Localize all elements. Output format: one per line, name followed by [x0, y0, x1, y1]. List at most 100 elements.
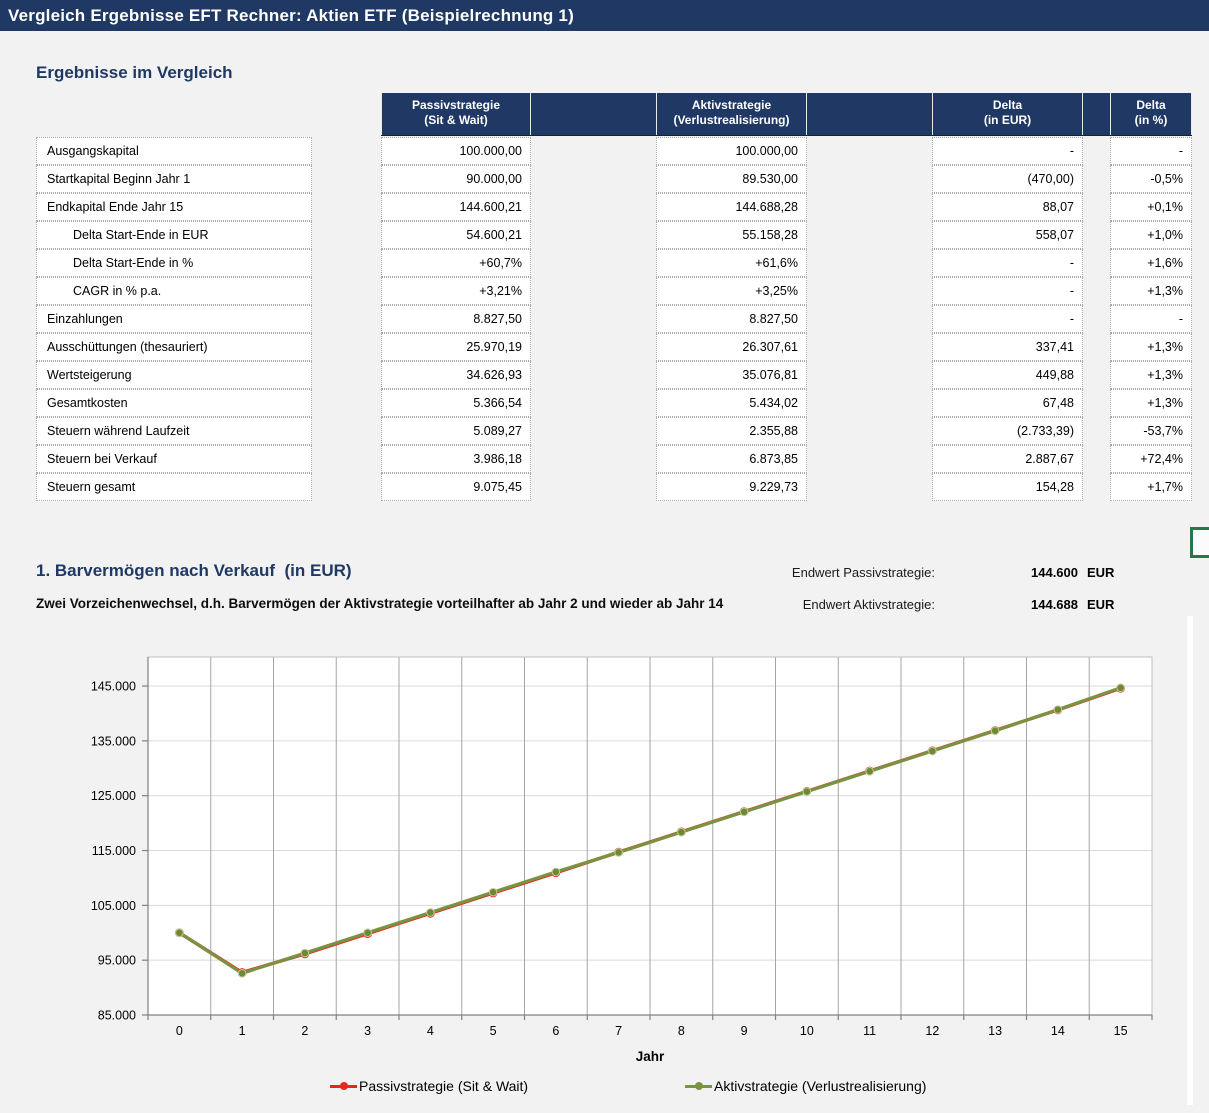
- svg-text:15: 15: [1114, 1024, 1128, 1038]
- cell-passiv[interactable]: 100.000,00: [381, 137, 531, 165]
- cell-passiv[interactable]: 5.366,54: [381, 389, 531, 417]
- cell-delta_pct[interactable]: +1,3%: [1110, 361, 1192, 389]
- cell-aktiv[interactable]: 144.688,28: [656, 193, 807, 221]
- svg-text:85.000: 85.000: [98, 1009, 136, 1023]
- cell-aktiv[interactable]: 55.158,28: [656, 221, 807, 249]
- cell-passiv[interactable]: +3,21%: [381, 277, 531, 305]
- column-header-0[interactable]: Passivstrategie(Sit & Wait): [381, 93, 531, 135]
- cell-delta_pct[interactable]: +1,3%: [1110, 277, 1192, 305]
- svg-text:10: 10: [800, 1024, 814, 1038]
- row-label-cell[interactable]: Ausschüttungen (thesauriert): [36, 333, 312, 361]
- cell-delta_pct[interactable]: -0,5%: [1110, 165, 1192, 193]
- cell-delta_pct[interactable]: +1,0%: [1110, 221, 1192, 249]
- cell-aktiv[interactable]: 2.355,88: [656, 417, 807, 445]
- cell-aktiv[interactable]: +61,6%: [656, 249, 807, 277]
- row-label-cell[interactable]: Gesamtkosten: [36, 389, 312, 417]
- legend-swatch-aktiv-icon: [685, 1085, 712, 1088]
- row-label-cell[interactable]: Steuern während Laufzeit: [36, 417, 312, 445]
- cell-delta_eur[interactable]: -: [932, 249, 1083, 277]
- cell-passiv[interactable]: 8.827,50: [381, 305, 531, 333]
- svg-text:11: 11: [863, 1024, 876, 1038]
- row-label-cell[interactable]: Delta Start-Ende in EUR: [36, 221, 312, 249]
- cell-delta_eur[interactable]: -: [932, 137, 1083, 165]
- section2-subtitle: Zwei Vorzeichenwechsel, d.h. Barvermögen…: [36, 596, 723, 611]
- legend-label-aktiv: Aktivstrategie (Verlustrealisierung): [714, 1078, 926, 1094]
- cell-aktiv[interactable]: 5.434,02: [656, 389, 807, 417]
- svg-text:125.000: 125.000: [91, 789, 136, 803]
- column-header-1[interactable]: Aktivstrategie(Verlustrealisierung): [656, 93, 807, 135]
- row-label-cell[interactable]: Einzahlungen: [36, 305, 312, 333]
- endwert-aktiv-value: 144.688: [1000, 597, 1078, 612]
- cell-delta_pct[interactable]: +1,3%: [1110, 389, 1192, 417]
- section2-heading: 1. Barvermögen nach Verkauf (in EUR): [36, 561, 352, 581]
- cell-delta_eur[interactable]: -: [932, 305, 1083, 333]
- cell-delta_pct[interactable]: +0,1%: [1110, 193, 1192, 221]
- cell-aktiv[interactable]: 89.530,00: [656, 165, 807, 193]
- cell-aktiv[interactable]: 26.307,61: [656, 333, 807, 361]
- cell-passiv[interactable]: 9.075,45: [381, 473, 531, 501]
- endwert-passiv-value: 144.600: [1000, 565, 1078, 580]
- svg-text:1: 1: [239, 1024, 246, 1038]
- svg-text:145.000: 145.000: [91, 680, 136, 694]
- cell-delta_eur[interactable]: 2.887,67: [932, 445, 1083, 473]
- row-label-cell[interactable]: Delta Start-Ende in %: [36, 249, 312, 277]
- svg-text:4: 4: [427, 1024, 434, 1038]
- svg-text:2: 2: [301, 1024, 308, 1038]
- legend-item-passiv[interactable]: Passivstrategie (Sit & Wait): [330, 1076, 528, 1096]
- cell-delta_eur[interactable]: 449,88: [932, 361, 1083, 389]
- svg-text:115.000: 115.000: [92, 844, 136, 858]
- endwert-passiv-unit: EUR: [1087, 565, 1114, 580]
- cell-delta_eur[interactable]: 558,07: [932, 221, 1083, 249]
- row-label-cell[interactable]: Steuern gesamt: [36, 473, 312, 501]
- cell-delta_pct[interactable]: -: [1110, 137, 1192, 165]
- cell-delta_pct[interactable]: -53,7%: [1110, 417, 1192, 445]
- cell-delta_eur[interactable]: (2.733,39): [932, 417, 1083, 445]
- cell-delta_eur[interactable]: 88,07: [932, 193, 1083, 221]
- row-label-cell[interactable]: Startkapital Beginn Jahr 1: [36, 165, 312, 193]
- endwert-passiv-label: Endwert Passivstrategie:: [740, 565, 935, 580]
- cell-delta_eur[interactable]: -: [932, 277, 1083, 305]
- cell-aktiv[interactable]: 35.076,81: [656, 361, 807, 389]
- row-label-cell[interactable]: Endkapital Ende Jahr 15: [36, 193, 312, 221]
- cell-delta_eur[interactable]: 67,48: [932, 389, 1083, 417]
- cell-passiv[interactable]: 54.600,21: [381, 221, 531, 249]
- cell-aktiv[interactable]: 9.229,73: [656, 473, 807, 501]
- svg-text:3: 3: [364, 1024, 371, 1038]
- cell-aktiv[interactable]: 8.827,50: [656, 305, 807, 333]
- cell-delta_pct[interactable]: +1,6%: [1110, 249, 1192, 277]
- svg-text:5: 5: [490, 1024, 497, 1038]
- cell-passiv[interactable]: 90.000,00: [381, 165, 531, 193]
- cell-delta_eur[interactable]: 337,41: [932, 333, 1083, 361]
- cell-passiv[interactable]: 5.089,27: [381, 417, 531, 445]
- cell-delta_pct[interactable]: +72,4%: [1110, 445, 1192, 473]
- cell-delta_eur[interactable]: 154,28: [932, 473, 1083, 501]
- legend-item-aktiv[interactable]: Aktivstrategie (Verlustrealisierung): [685, 1076, 926, 1096]
- column-header-2[interactable]: Delta(in EUR): [932, 93, 1083, 135]
- cell-passiv[interactable]: 3.986,18: [381, 445, 531, 473]
- row-label-cell[interactable]: Ausgangskapital: [36, 137, 312, 165]
- row-label-cell[interactable]: Wertsteigerung: [36, 361, 312, 389]
- svg-text:7: 7: [615, 1024, 622, 1038]
- cell-aktiv[interactable]: +3,25%: [656, 277, 807, 305]
- cell-passiv[interactable]: 34.626,93: [381, 361, 531, 389]
- cell-passiv[interactable]: 25.970,19: [381, 333, 531, 361]
- endwert-aktiv-unit: EUR: [1087, 597, 1114, 612]
- svg-text:135.000: 135.000: [91, 734, 136, 748]
- cell-delta_pct[interactable]: +1,3%: [1110, 333, 1192, 361]
- spreadsheet-page: { "title_bar": "Vergleich Ergebnisse EFT…: [0, 0, 1209, 1113]
- title-bar: Vergleich Ergebnisse EFT Rechner: Aktien…: [0, 0, 1209, 31]
- cell-aktiv[interactable]: 100.000,00: [656, 137, 807, 165]
- cell-passiv[interactable]: 144.600,21: [381, 193, 531, 221]
- endwert-aktiv-label: Endwert Aktivstrategie:: [740, 597, 935, 612]
- cell-passiv[interactable]: +60,7%: [381, 249, 531, 277]
- svg-text:14: 14: [1051, 1024, 1065, 1038]
- line-chart[interactable]: 85.00095.000105.000115.000125.000135.000…: [0, 630, 1209, 1105]
- selection-box[interactable]: [1190, 527, 1209, 558]
- column-header-3[interactable]: Delta(in %): [1110, 93, 1192, 135]
- row-label-cell[interactable]: CAGR in % p.a.: [36, 277, 312, 305]
- cell-delta_pct[interactable]: +1,7%: [1110, 473, 1192, 501]
- cell-delta_eur[interactable]: (470,00): [932, 165, 1083, 193]
- cell-aktiv[interactable]: 6.873,85: [656, 445, 807, 473]
- cell-delta_pct[interactable]: -: [1110, 305, 1192, 333]
- row-label-cell[interactable]: Steuern bei Verkauf: [36, 445, 312, 473]
